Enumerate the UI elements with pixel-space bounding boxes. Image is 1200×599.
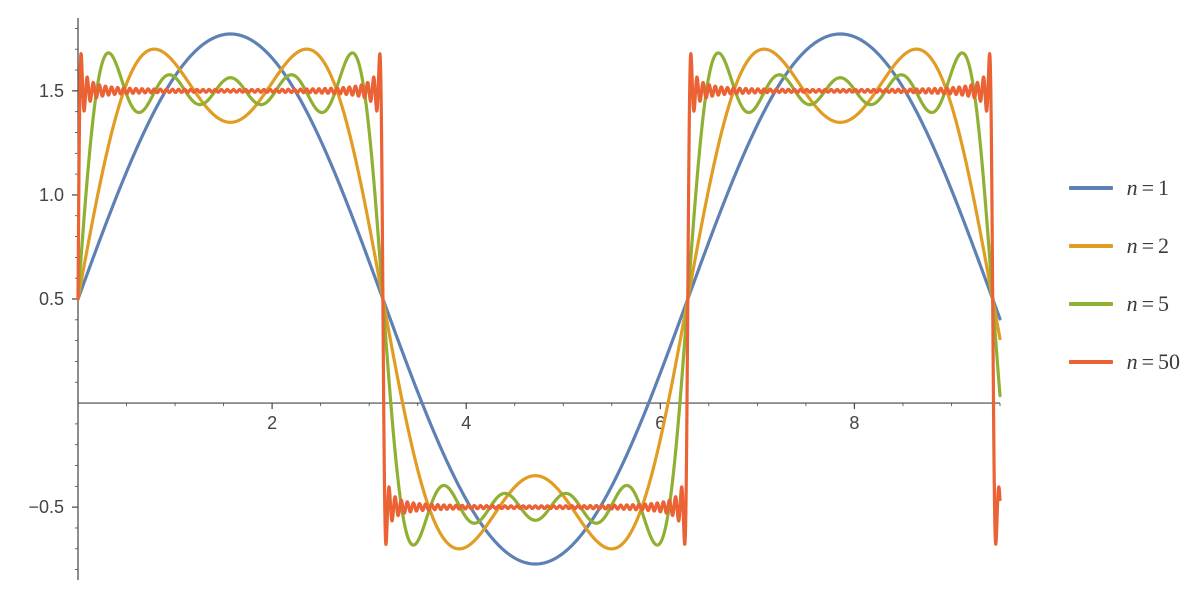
- legend-item-n1: n=1: [1069, 175, 1180, 201]
- legend-swatch: [1069, 302, 1113, 306]
- y-tick-label: −0.5: [28, 497, 64, 517]
- x-tick-label: 4: [461, 413, 471, 433]
- y-tick-label: 0.5: [39, 289, 64, 309]
- x-tick-label: 8: [849, 413, 859, 433]
- legend-label: n=2: [1127, 233, 1169, 259]
- x-tick-label: 2: [267, 413, 277, 433]
- fourier-chart: 2468−0.50.51.01.5: [0, 0, 1200, 599]
- chart-container: 2468−0.50.51.01.5 n=1n=2n=5n=50: [0, 0, 1200, 599]
- y-tick-label: 1.0: [39, 185, 64, 205]
- legend-item-n2: n=2: [1069, 233, 1180, 259]
- legend-swatch: [1069, 186, 1113, 190]
- legend-swatch: [1069, 360, 1113, 364]
- legend-swatch: [1069, 244, 1113, 248]
- legend-label: n=5: [1127, 291, 1169, 317]
- legend-item-n5: n=5: [1069, 291, 1180, 317]
- legend-label: n=50: [1127, 349, 1180, 375]
- legend: n=1 n=2 n=5 n=50: [1069, 175, 1180, 375]
- legend-item-n50: n=50: [1069, 349, 1180, 375]
- legend-label: n=1: [1127, 175, 1169, 201]
- y-tick-label: 1.5: [39, 81, 64, 101]
